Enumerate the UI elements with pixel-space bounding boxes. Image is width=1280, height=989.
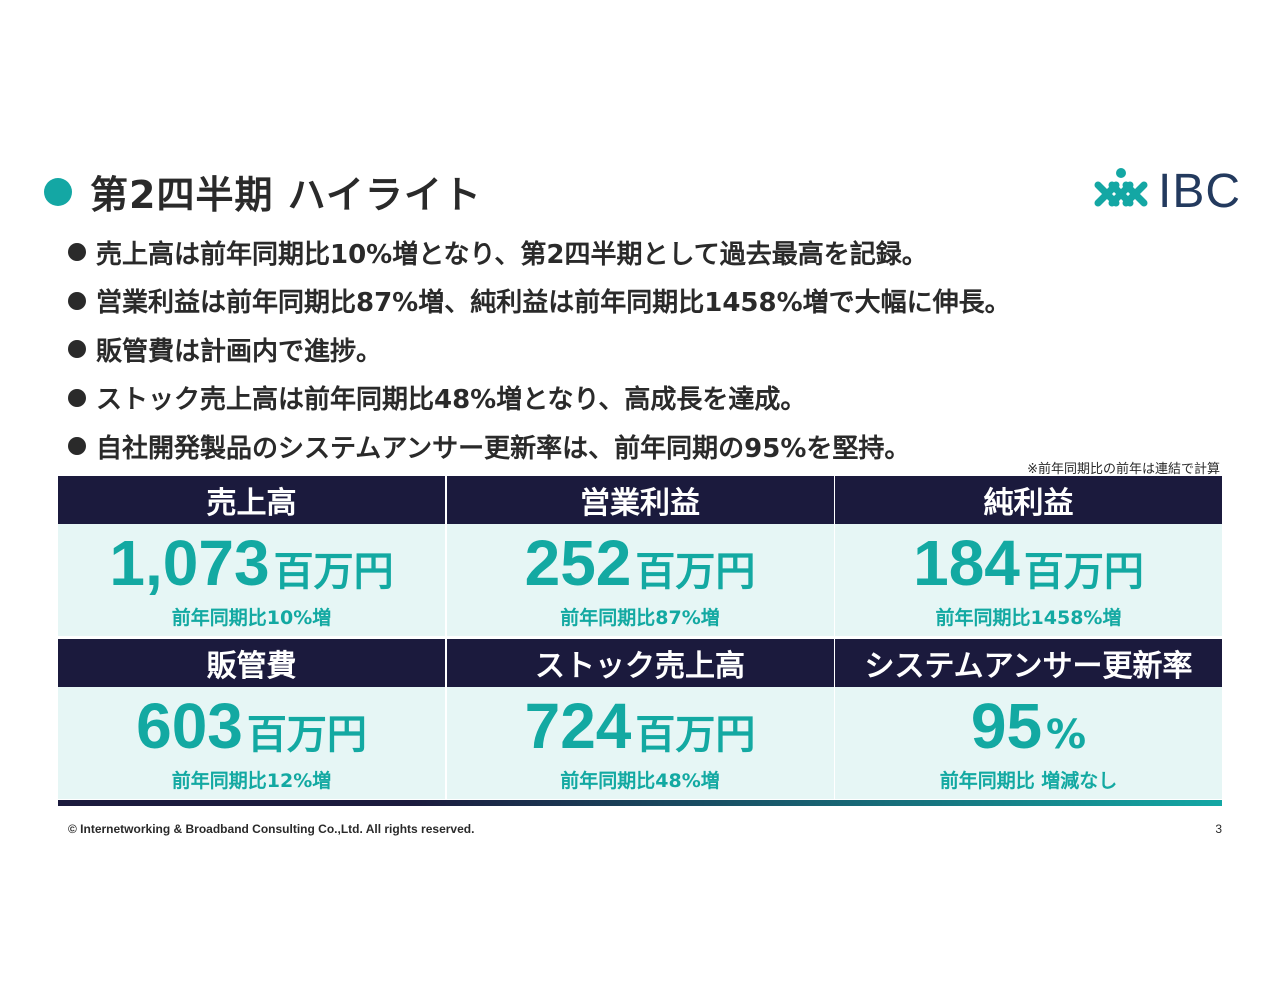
metric-change: 前年同期比87%増 — [560, 606, 720, 629]
metric-cell: 724 百万円 前年同期比48%増 — [446, 687, 834, 799]
bullet-icon — [68, 243, 86, 262]
logo-text: IBC — [1158, 165, 1242, 218]
metric-value: 252 — [524, 526, 632, 599]
footnote: ※前年同期比の前年は連結で計算 — [1027, 462, 1220, 477]
highlight-list: 売上高は前年同期比10%増となり、第2四半期として過去最高を記録。 営業利益は前… — [68, 228, 1011, 471]
metric-unit: % — [1046, 711, 1087, 758]
metric-header: 売上高 — [58, 476, 445, 524]
metric-unit: 百万円 — [273, 548, 394, 595]
metrics-value-row: 1,073 百万円 前年同期比10%増 252 百万円 前年同期比87%増 184 百… — [58, 524, 1222, 636]
metric-cell: 184 百万円 前年同期比1458%増 — [835, 524, 1222, 636]
metrics-value-row: 603 百万円 前年同期比12%増 724 百万円 前年同期比48%増 95% 前年… — [58, 687, 1222, 799]
highlight-text: 売上高は前年同期比10%増となり、第2四半期として過去最高を記録。 — [96, 239, 928, 270]
highlight-item: 自社開発製品のシステムアンサー更新率は、前年同期の95%を堅持。 — [68, 422, 1011, 471]
highlight-item: 売上高は前年同期比10%増となり、第2四半期として過去最高を記録。 — [68, 228, 1011, 277]
metric-value: 184 — [913, 526, 1020, 599]
metric-cell: 252 百万円 前年同期比87%増 — [446, 524, 834, 636]
footer-divider — [58, 800, 1222, 806]
bullet-icon — [68, 388, 86, 407]
page-number: 3 — [1215, 822, 1222, 836]
metric-header: 純利益 — [835, 476, 1222, 524]
metrics-header-row: 売上高 営業利益 純利益 — [58, 476, 1222, 524]
metric-change: 前年同期比48%増 — [560, 769, 720, 792]
metric-value: 724 — [524, 689, 632, 762]
metric-value: 603 — [136, 689, 243, 762]
ibc-logo: IBC — [1090, 164, 1241, 219]
bullet-icon — [68, 437, 86, 456]
title-bullet-icon — [44, 177, 72, 206]
metric-header: 営業利益 — [446, 476, 834, 524]
metric-change: 前年同期比10%増 — [171, 606, 332, 629]
highlight-item: ストック売上高は前年同期比48%増となり、高成長を達成。 — [68, 374, 1011, 423]
metric-unit: 百万円 — [1023, 548, 1144, 595]
metric-header: システムアンサー更新率 — [835, 639, 1222, 687]
highlight-item: 営業利益は前年同期比87%増、純利益は前年同期比1458%増で大幅に伸長。 — [68, 277, 1011, 326]
metric-cell: 603 百万円 前年同期比12%増 — [58, 687, 445, 799]
ibc-lattice-icon — [1094, 167, 1148, 206]
copyright: © Internetworking & Broadband Consulting… — [68, 822, 475, 836]
metric-change: 前年同期比12%増 — [171, 769, 332, 792]
metric-change: 前年同期比1458%増 — [935, 606, 1122, 629]
metric-cell: 1,073 百万円 前年同期比10%増 — [58, 524, 445, 636]
metric-header: 販管費 — [58, 639, 445, 687]
metric-change: 前年同期比 増減なし — [939, 769, 1118, 792]
bullet-icon — [68, 340, 86, 359]
metric-cell: 95% 前年同期比 増減なし — [835, 687, 1222, 799]
slide-title-row: 第2四半期 ハイライト — [44, 164, 482, 219]
metric-header: ストック売上高 — [446, 639, 834, 687]
highlight-item: 販管費は計画内で進捗。 — [68, 325, 1011, 374]
highlight-text: 販管費は計画内で進捗。 — [96, 336, 383, 367]
metric-unit: 百万円 — [246, 711, 367, 758]
metric-unit: 百万円 — [635, 548, 756, 595]
bullet-icon — [68, 291, 86, 310]
metric-unit: 百万円 — [635, 711, 756, 758]
slide-title: 第2四半期 ハイライト — [90, 173, 482, 217]
highlight-text: ストック売上高は前年同期比48%増となり、高成長を達成。 — [96, 385, 807, 416]
metric-value: 95 — [970, 689, 1043, 762]
highlight-text: 営業利益は前年同期比87%増、純利益は前年同期比1458%増で大幅に伸長。 — [96, 288, 1011, 319]
metrics-header-row: 販管費 ストック売上高 システムアンサー更新率 — [58, 639, 1222, 687]
highlight-text: 自社開発製品のシステムアンサー更新率は、前年同期の95%を堅持。 — [96, 433, 911, 464]
metrics-table: 売上高 営業利益 純利益 1,073 百万円 前年同期比10%増 252 百万円 前… — [58, 476, 1222, 799]
metric-value: 1,073 — [109, 526, 270, 599]
